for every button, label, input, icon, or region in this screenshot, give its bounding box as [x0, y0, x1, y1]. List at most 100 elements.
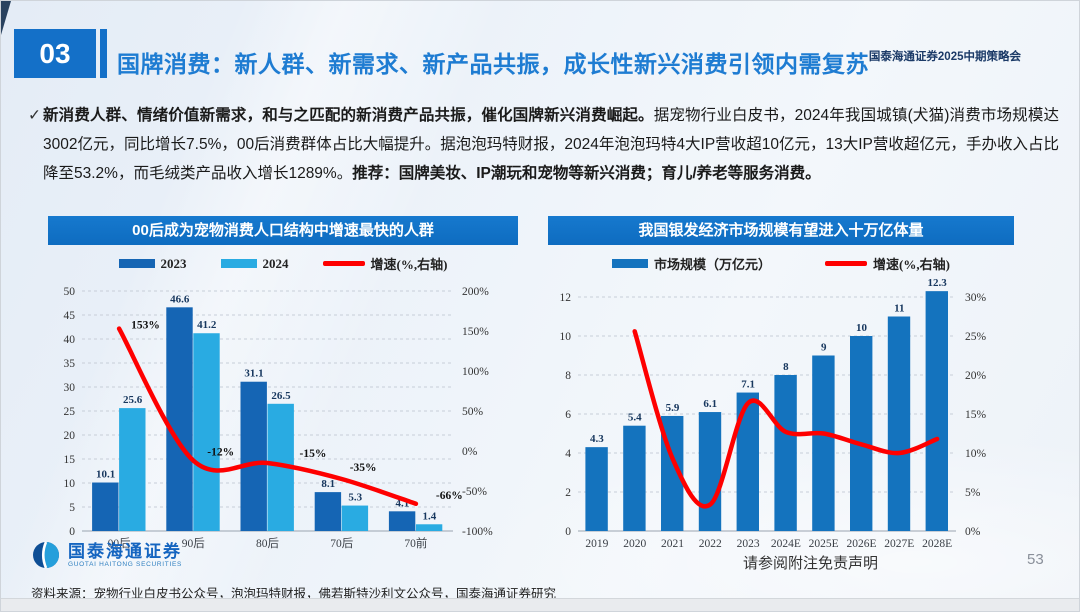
left-axis-label: 50	[64, 286, 76, 298]
line-value-label: -12%	[207, 447, 234, 459]
category-label: 00后	[108, 537, 131, 550]
bar-value-label: 7.1	[741, 379, 755, 391]
line-value-label: -15%	[300, 448, 327, 460]
page-number: 53	[1027, 551, 1044, 568]
left-axis-label: 30	[64, 382, 76, 394]
bar	[92, 482, 119, 531]
category-label: 2020	[623, 538, 646, 550]
legend-line-swatch	[322, 261, 365, 266]
bar-value-label: 10	[856, 322, 868, 334]
legend-item-2023: 2023	[118, 255, 187, 272]
bar-value-label: 26.5	[271, 390, 291, 402]
event-label: 国泰海通证券2025中期策略会	[868, 51, 1021, 63]
bar-value-label: 25.6	[123, 394, 143, 406]
category-label: 2028E	[922, 538, 952, 550]
left-axis-label: 0	[69, 526, 75, 538]
right-axis-label: 0%	[965, 526, 981, 538]
bar	[193, 333, 220, 531]
bar	[774, 375, 797, 531]
legend-swatch-2023	[118, 259, 155, 268]
silver-chart-plot: 0 2 4 6 8 10 12 0% 5% 10% 15% 20% 25% 30% 2019 2020 2021…	[560, 277, 987, 550]
logo-name-en: GUOTAI HAITONG SECURITIES	[68, 560, 183, 568]
bottom-edge	[1, 598, 1079, 611]
bar	[240, 381, 267, 531]
right-axis-label: 10%	[965, 448, 987, 460]
legend-label-market-size: 市场规模（万亿元）	[654, 257, 772, 272]
right-axis-label: -50%	[462, 486, 487, 498]
pet-chart-title: 00后成为宠物消费人口结构中增速最快的人群	[48, 216, 518, 245]
bar	[314, 492, 342, 531]
bar	[341, 505, 369, 531]
bar-value-label: 10.1	[96, 469, 115, 481]
bar-value-label: 8	[783, 361, 789, 373]
right-axis-label: 5%	[965, 487, 981, 499]
trend-line	[116, 326, 419, 507]
line-value-label: 153%	[131, 320, 160, 332]
category-label: 2025E	[809, 538, 839, 550]
bar-value-label: 5.3	[348, 492, 362, 504]
bar	[887, 316, 911, 531]
left-axis-label: 15	[64, 454, 76, 466]
disclaimer-note: 请参阅附注免责声明	[743, 555, 879, 572]
legend-label-2023: 2023	[160, 255, 187, 271]
right-axis-label: 50%	[462, 406, 484, 418]
bar	[415, 524, 443, 531]
bar	[623, 425, 646, 531]
bar-value-label: 5.4	[628, 412, 642, 424]
bar	[925, 291, 948, 531]
summary-bold-lead: 新消费人群、情绪价值新需求，和与之匹配的新消费产品共振，催化国牌新兴消费崛起。	[43, 107, 654, 124]
bar-value-label: 6.1	[703, 398, 717, 410]
bar-value-label: 31.1	[244, 368, 263, 380]
bar	[736, 392, 759, 531]
silver-chart-legend: 市场规模（万亿元） 增速(%,右轴)	[548, 254, 1014, 273]
category-label: 2019	[585, 538, 608, 550]
bar	[166, 307, 193, 531]
summary-body: 据宠物行业白皮书，2024年我国城镇(犬猫)消费市场规模达3002亿元，同比增长…	[43, 107, 1059, 182]
category-label: 2024E	[771, 538, 801, 550]
category-label: 70前	[404, 536, 427, 550]
bar	[812, 355, 835, 531]
source-note: 资料来源：宠物行业白皮书公众号，泡泡玛特财报，佛若斯特沙利文公众号，国泰海通证券…	[31, 587, 557, 601]
right-axis-label: -100%	[462, 526, 493, 538]
bar	[698, 412, 722, 531]
bar-value-label: 4.3	[590, 433, 604, 445]
bar-value-label: 5.9	[666, 402, 680, 414]
left-axis-label: 10	[560, 331, 572, 343]
bar-value-label: 11	[894, 303, 904, 315]
legend-item-growth: 增速(%,右轴)	[825, 254, 950, 273]
bar-value-label: 41.2	[197, 319, 217, 331]
category-label: 80后	[256, 537, 279, 550]
legend-item-growth: 增速(%,右轴)	[322, 254, 448, 273]
category-label: 2026E	[846, 538, 876, 550]
bar-value-label: 8.1	[321, 478, 335, 490]
logo-icon	[33, 541, 59, 569]
left-axis-label: 35	[64, 358, 76, 370]
category-label: 2023	[737, 538, 760, 550]
right-axis-label: 0%	[462, 446, 478, 458]
legend-label-growth: 增速(%,右轴)	[370, 257, 448, 272]
left-axis-label: 12	[560, 292, 572, 304]
bar	[388, 511, 416, 531]
left-axis-label: 4	[565, 448, 571, 460]
legend-label-growth: 增速(%,右轴)	[873, 257, 950, 272]
bar	[585, 447, 608, 531]
section-divider	[100, 29, 107, 78]
legend-item-2024: 2024	[220, 256, 289, 272]
trend-line	[632, 329, 940, 509]
bar-value-label: 9	[821, 342, 827, 354]
bar-value-label: 46.6	[170, 293, 190, 305]
category-label: 2022	[699, 538, 722, 550]
bar	[119, 408, 146, 531]
page-title: 国牌消费：新人群、新需求、新产品共振，成长性新兴消费引领内需复苏	[117, 51, 869, 77]
right-axis-label: 15%	[965, 409, 987, 421]
left-axis-label: 8	[565, 370, 571, 382]
right-axis-label: 20%	[965, 370, 987, 382]
left-axis-label: 45	[64, 310, 76, 322]
left-axis-label: 25	[64, 406, 76, 418]
checkmark-icon: ✓	[28, 107, 41, 124]
right-axis-label: 200%	[462, 286, 489, 298]
silver-chart-title: 我国银发经济市场规模有望进入十万亿体量	[548, 216, 1014, 245]
left-axis-label: 20	[64, 430, 76, 442]
left-axis-label: 0	[565, 526, 571, 538]
line-value-label: -35%	[350, 462, 377, 474]
